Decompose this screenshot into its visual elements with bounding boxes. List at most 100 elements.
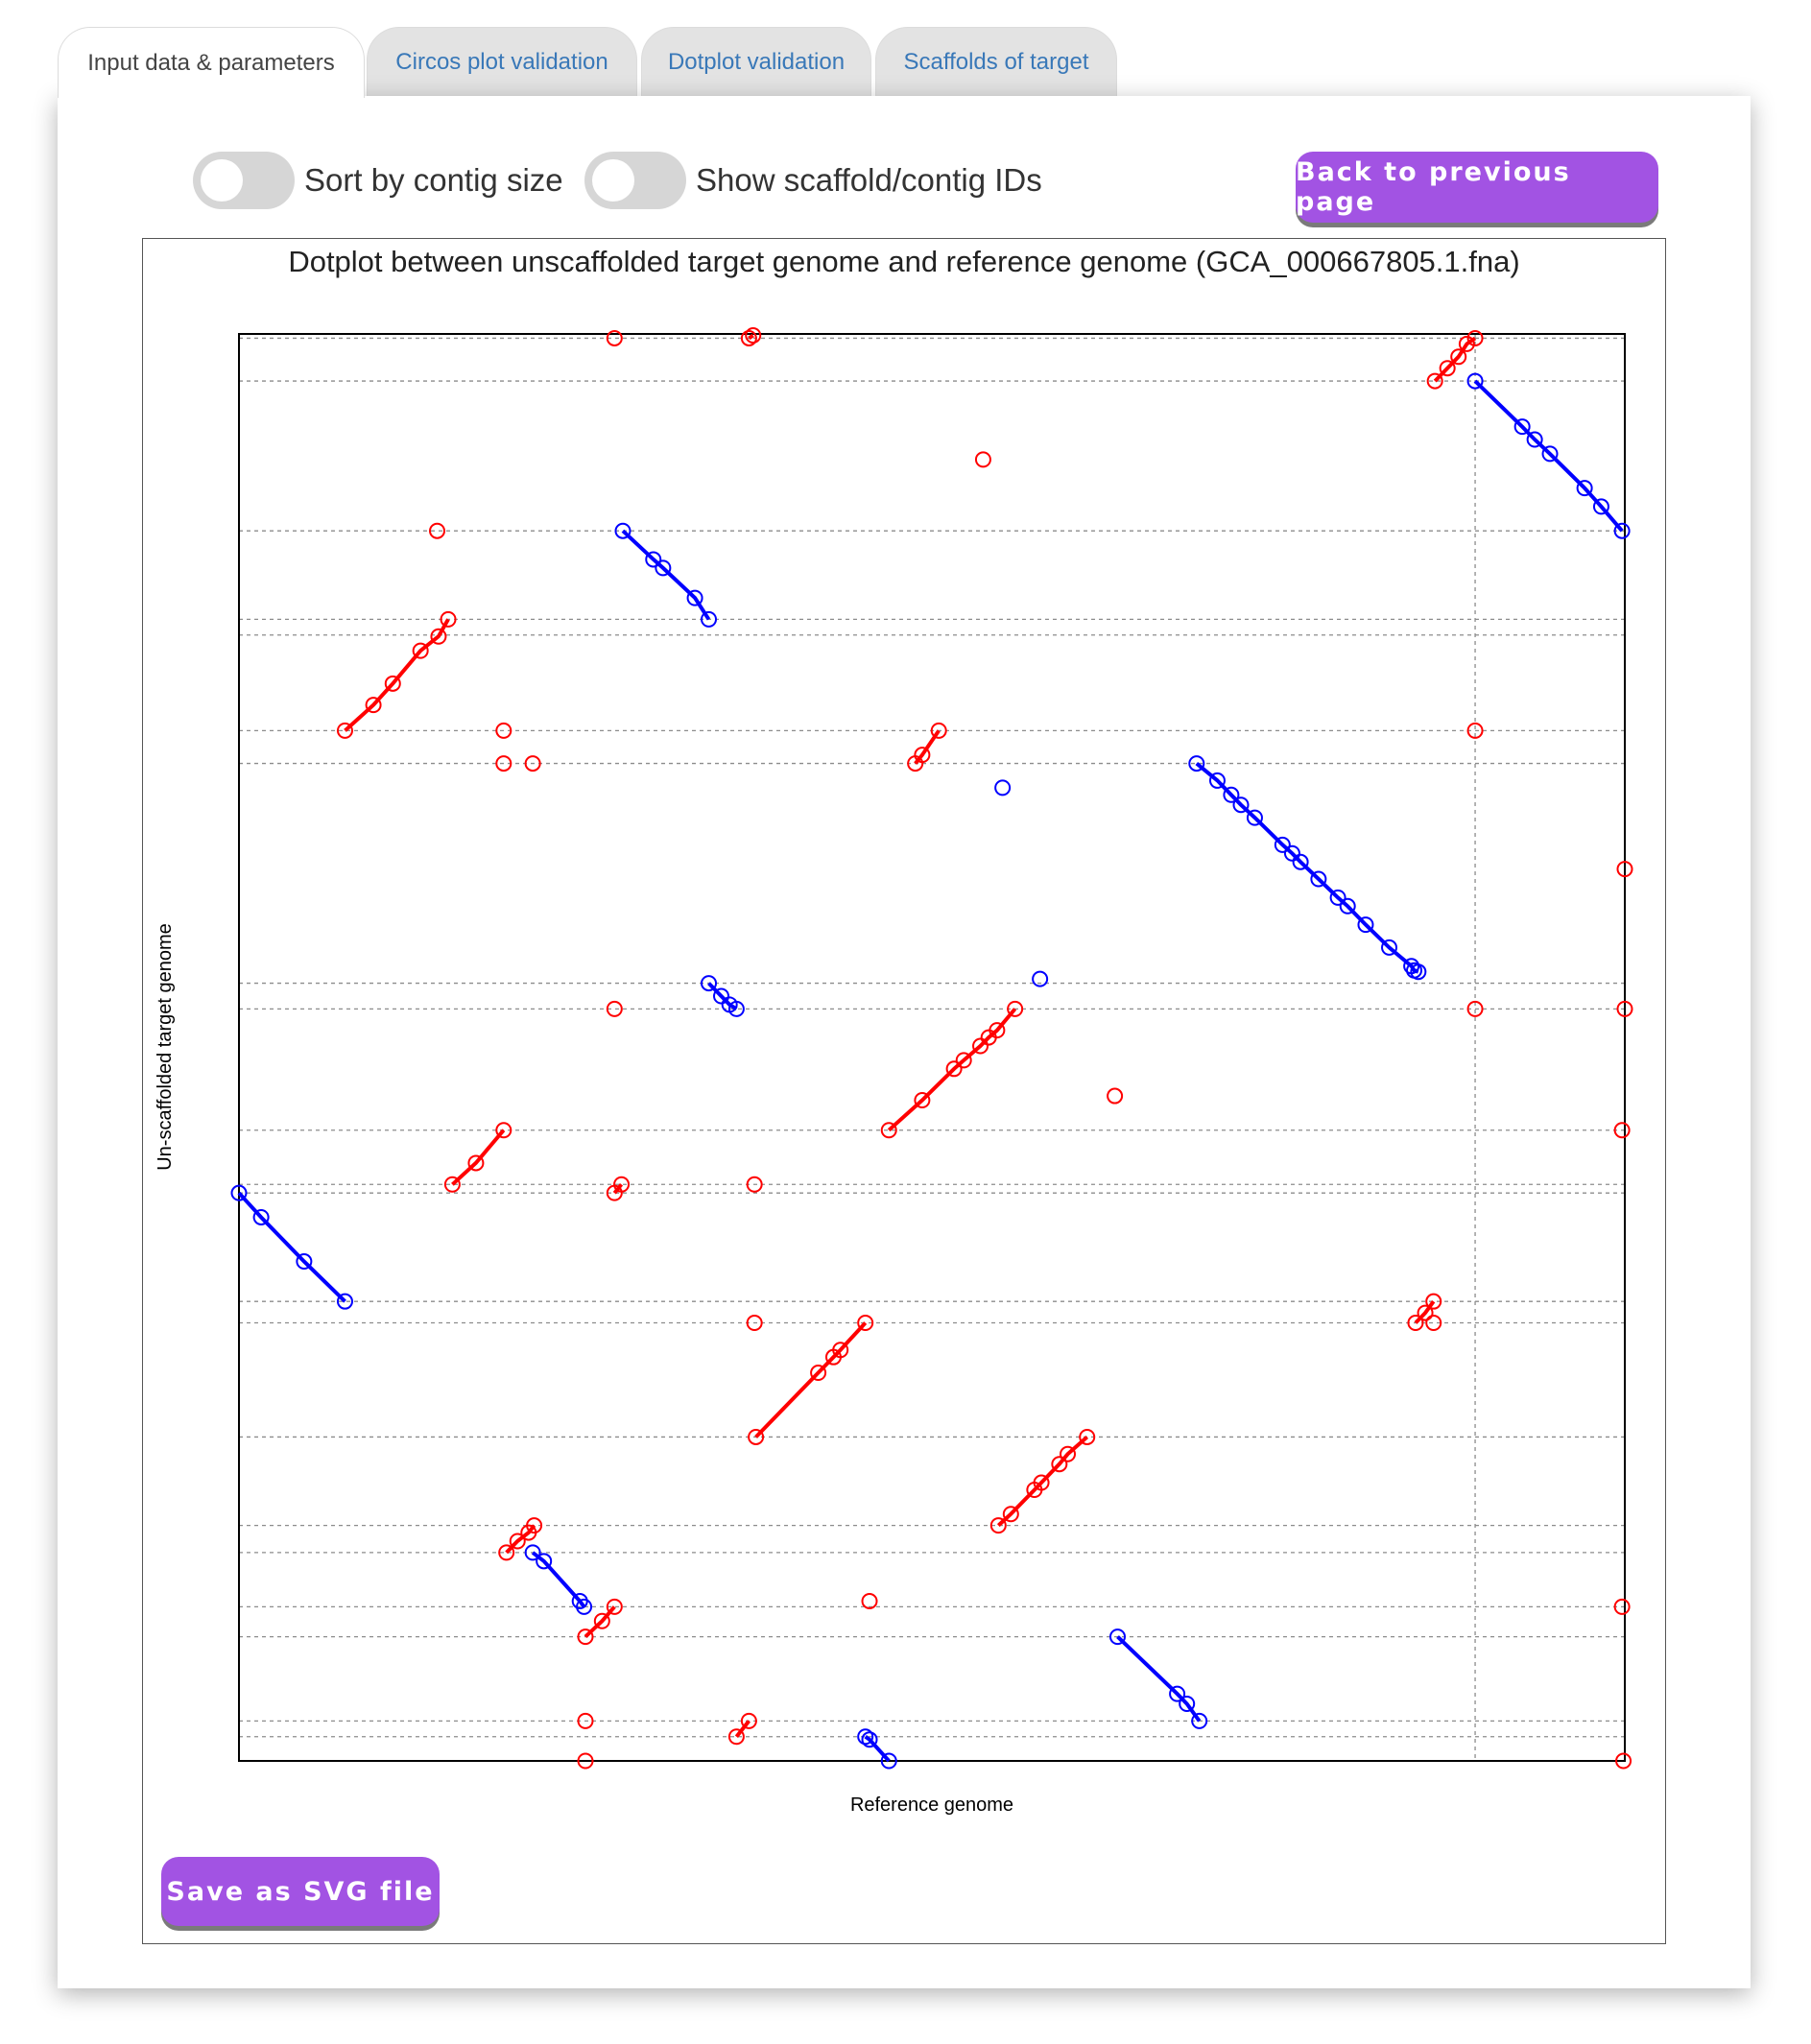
alignment-point [524,1544,541,1561]
x-axis-label: Reference genome [850,1794,1013,1816]
alignment-point [1188,755,1205,772]
tab-label: Input data & parameters [87,49,335,76]
tab-label: Circos plot validation [395,48,608,75]
alignment-point [972,1037,989,1055]
alignment-point [336,722,353,739]
plot-frame [238,333,1626,1762]
alignment-point [1466,372,1484,390]
alignment-point [384,675,401,692]
alignment-segment [1116,1635,1202,1723]
alignment-point [748,1428,765,1445]
tab-dotplot[interactable]: Dotplot validation [641,27,871,96]
alignment-point [252,1208,270,1225]
alignment-segment [621,529,711,621]
alignment-point [1458,335,1475,352]
alignment-point [955,1052,972,1069]
tab-circos-plot[interactable]: Circos plot validation [367,27,637,96]
alignment-point [606,329,623,346]
alignment-segment [914,729,941,765]
alignment-point [1051,1456,1068,1473]
alignment-points [230,326,1633,1770]
alignment-point [1107,1087,1124,1105]
save-svg-button[interactable]: Save as SVG file [161,1857,440,1926]
show-ids-label: Show scaffold/contig IDs [696,162,1042,198]
alignment-segment [707,982,738,1011]
alignment-point [686,589,703,606]
tab-label: Dotplot validation [667,48,846,75]
alignment-point [230,1184,248,1201]
alignment-point [713,987,730,1005]
alignment-point [1417,1304,1434,1321]
grid-lines [239,334,1625,1761]
alignment-point [1179,1696,1196,1713]
alignment-point [1381,939,1398,956]
alignment-segment [754,1321,868,1438]
alignment-point [1002,1506,1019,1523]
tab-label: Scaffolds of target [903,48,1089,75]
alignment-segment [1433,336,1477,383]
tab-input-data[interactable]: Input data & parameters [58,27,365,98]
dotplot-chart: Reference genome Un-scaffolded target ge… [155,326,1633,1816]
alignment-point [880,1122,897,1139]
alignment-point [1426,372,1443,390]
alignment-point [1329,889,1346,906]
alignment-segment [887,1008,1017,1132]
alignment-segment [531,1551,586,1608]
alignment-point [606,1000,623,1017]
show-ids-toggle[interactable] [584,152,686,209]
alignment-point [1616,861,1633,878]
alignment-point [974,451,991,468]
alignment-point [495,755,512,772]
alignment-point [1033,1474,1050,1491]
alignment-point [746,1176,763,1193]
alignment-point [1169,1685,1186,1702]
alignment-point [1466,1000,1484,1017]
alignment-point [832,1342,849,1359]
alignment-segment [748,333,754,341]
alignment-point [1007,1000,1024,1017]
alignment-point [412,642,429,659]
alignment-point [1466,329,1484,346]
alignment-point [1274,836,1291,853]
alignment-segment [1414,1300,1436,1324]
alignment-point [1616,1000,1633,1017]
tab-scaffolds[interactable]: Scaffolds of target [875,27,1117,96]
alignment-point [1513,418,1531,436]
alignment-point [994,779,1012,796]
alignment-point [701,610,718,628]
alignment-point [336,1293,353,1310]
alignment-point [1410,963,1427,981]
back-button[interactable]: Back to previous page [1296,152,1658,223]
alignment-point [945,1060,963,1078]
alignment-point [1613,1598,1631,1615]
alignment-point [1032,970,1049,987]
alignment-point [577,1752,594,1770]
alignment-point [857,1728,874,1746]
toggle-knob [592,159,634,202]
alignment-segment [237,1191,346,1303]
alignment-point [613,1176,631,1193]
y-axis-label: Un-scaffolded target genome [155,923,176,1171]
alignment-point [701,975,718,992]
dotplot-container: Dotplot between unscaffolded target geno… [142,238,1666,1944]
alignment-point [1060,1445,1077,1462]
alignment-segment [451,1129,506,1186]
alignment-point [861,1731,878,1748]
sort-by-size-toggle[interactable] [193,152,295,209]
alignment-segment [996,1435,1089,1528]
alignment-point [509,1533,526,1550]
toggle-knob [201,159,243,202]
alignment-point [930,722,947,739]
alignment-point [606,1598,623,1615]
alignment-point [727,1728,745,1746]
alignment-point [1310,870,1327,888]
alignment-point [745,326,762,344]
alignment-point [1439,360,1456,377]
alignment-point [740,329,757,346]
alignment-point [1425,1293,1442,1310]
alignment-point [880,1752,897,1770]
alignment-segment [734,1720,751,1738]
alignment-segment [344,618,450,732]
alignment-point [1292,853,1309,870]
sort-by-size-label: Sort by contig size [304,162,563,198]
